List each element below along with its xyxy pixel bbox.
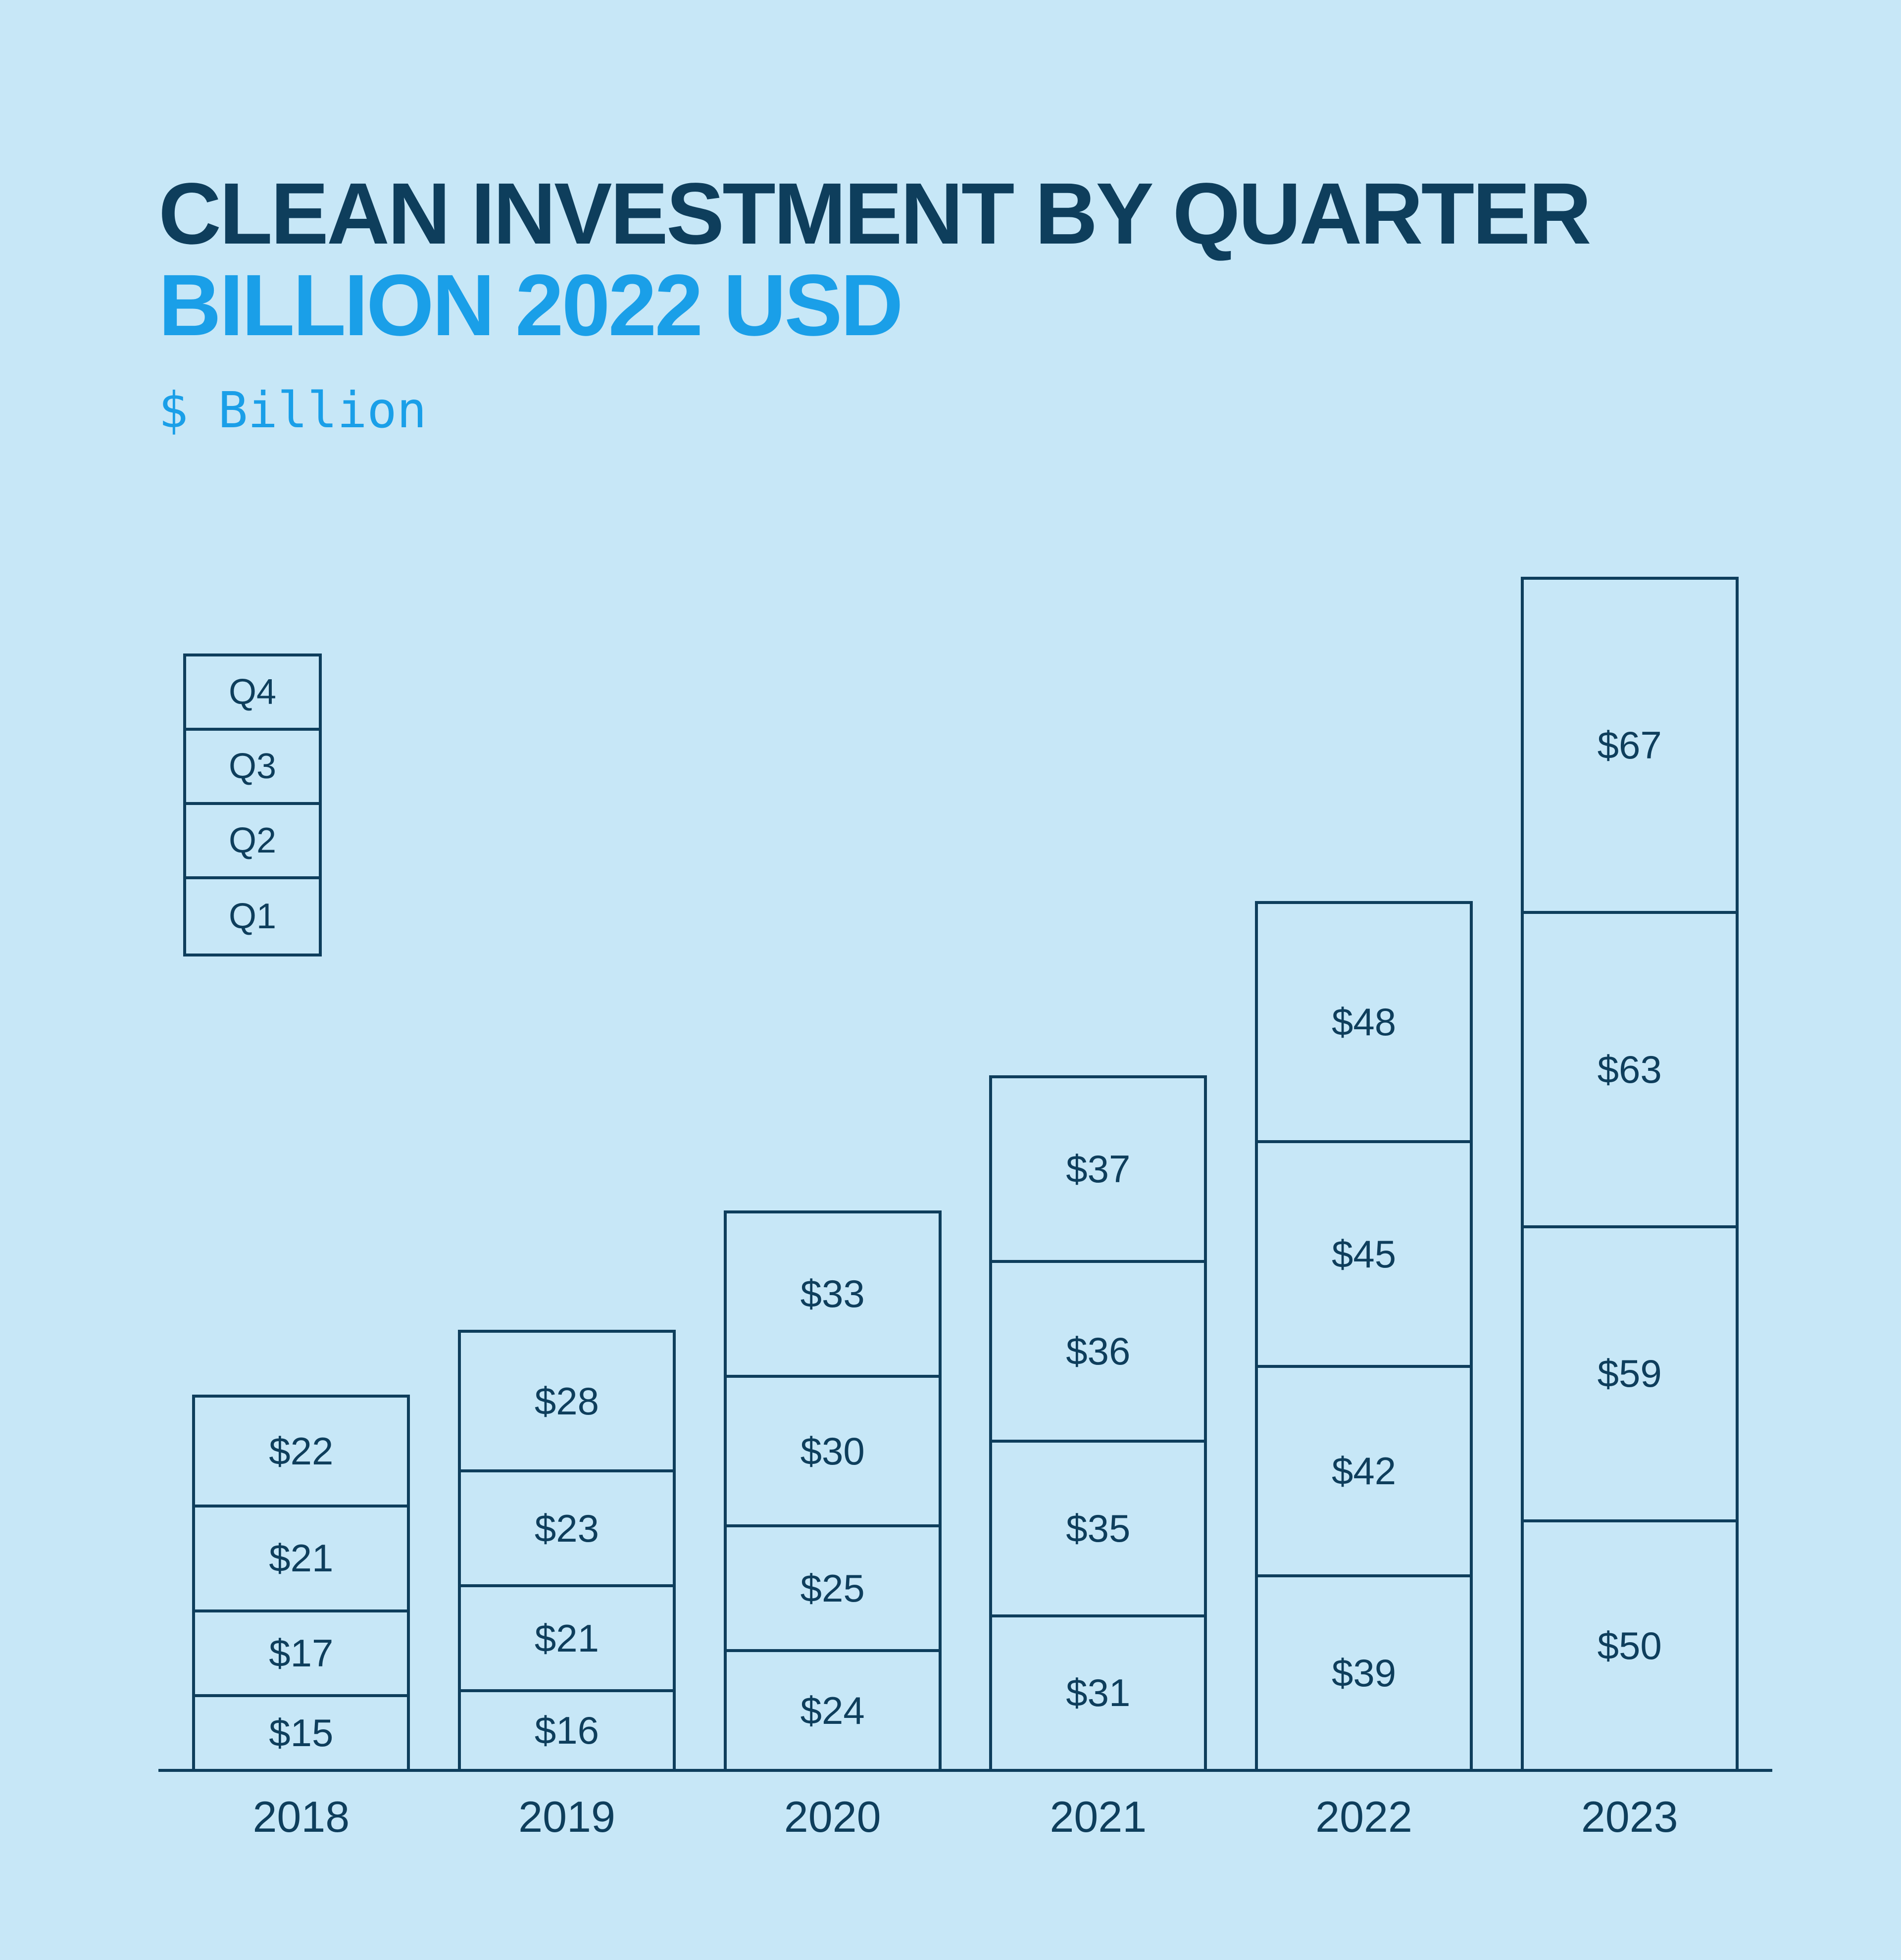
chart-title-line2: BILLION 2022 USD [158,260,1743,352]
x-axis-label: 2019 [434,1772,700,1861]
chart-subtitle: $ Billion [158,381,1743,439]
chart-x-axis: 201820192020202120222023 [158,1772,1772,1861]
chart-baseline: $15$17$21$22$16$21$23$28$24$25$30$33$31$… [158,525,1772,1772]
bar-segment: $22 [192,1395,410,1505]
bar-segment: $37 [989,1075,1207,1260]
bar-segment: $48 [1255,901,1473,1141]
bar-segment: $45 [1255,1140,1473,1364]
stacked-bar: $15$17$21$22 [192,1395,410,1769]
bar-segment: $21 [192,1505,410,1609]
bar-segment: $28 [458,1330,676,1469]
x-axis-label: 2021 [965,1772,1231,1861]
stacked-bar: $16$21$23$28 [458,1330,676,1769]
bar-column: $16$21$23$28 [434,525,700,1769]
bar-segment: $42 [1255,1365,1473,1574]
legend-item: Q3 [186,731,319,805]
x-axis-label: 2020 [700,1772,965,1861]
bar-segment: $67 [1521,577,1739,911]
chart-legend: Q4Q3Q2Q1 [183,653,322,956]
x-axis-label: 2022 [1231,1772,1497,1861]
bar-segment: $31 [989,1614,1207,1769]
bar-segment: $23 [458,1469,676,1584]
x-axis-label: 2018 [168,1772,434,1861]
bar-segment: $33 [724,1210,942,1375]
legend-item: Q4 [186,656,319,731]
stacked-bar: $39$42$45$48 [1255,901,1473,1769]
bar-column: $39$42$45$48 [1231,525,1497,1769]
bar-column: $50$59$63$67 [1497,525,1762,1769]
bar-segment: $16 [458,1689,676,1769]
bar-segment: $30 [724,1375,942,1524]
bar-segment: $25 [724,1524,942,1649]
legend-item: Q2 [186,805,319,879]
x-axis-label: 2023 [1497,1772,1762,1861]
stacked-bar: $24$25$30$33 [724,1210,942,1769]
bar-segment: $50 [1521,1519,1739,1769]
chart-canvas: CLEAN INVESTMENT BY QUARTER BILLION 2022… [0,0,1901,1960]
bar-column: $24$25$30$33 [700,525,965,1769]
chart-plot-area: $15$17$21$22$16$21$23$28$24$25$30$33$31$… [158,525,1772,1772]
bar-segment: $24 [724,1649,942,1769]
bar-segment: $63 [1521,911,1739,1225]
bar-segment: $39 [1255,1574,1473,1769]
bar-segment: $21 [458,1584,676,1689]
chart-title-line1: CLEAN INVESTMENT BY QUARTER [158,168,1743,260]
bar-segment: $35 [989,1440,1207,1614]
bar-segment: $59 [1521,1225,1739,1519]
chart-bars: $15$17$21$22$16$21$23$28$24$25$30$33$31$… [158,525,1772,1769]
bar-column: $31$35$36$37 [965,525,1231,1769]
stacked-bar: $31$35$36$37 [989,1075,1207,1769]
bar-segment: $17 [192,1609,410,1694]
bar-segment: $15 [192,1694,410,1769]
legend-item: Q1 [186,879,319,954]
stacked-bar: $50$59$63$67 [1521,577,1739,1769]
bar-segment: $36 [989,1260,1207,1440]
